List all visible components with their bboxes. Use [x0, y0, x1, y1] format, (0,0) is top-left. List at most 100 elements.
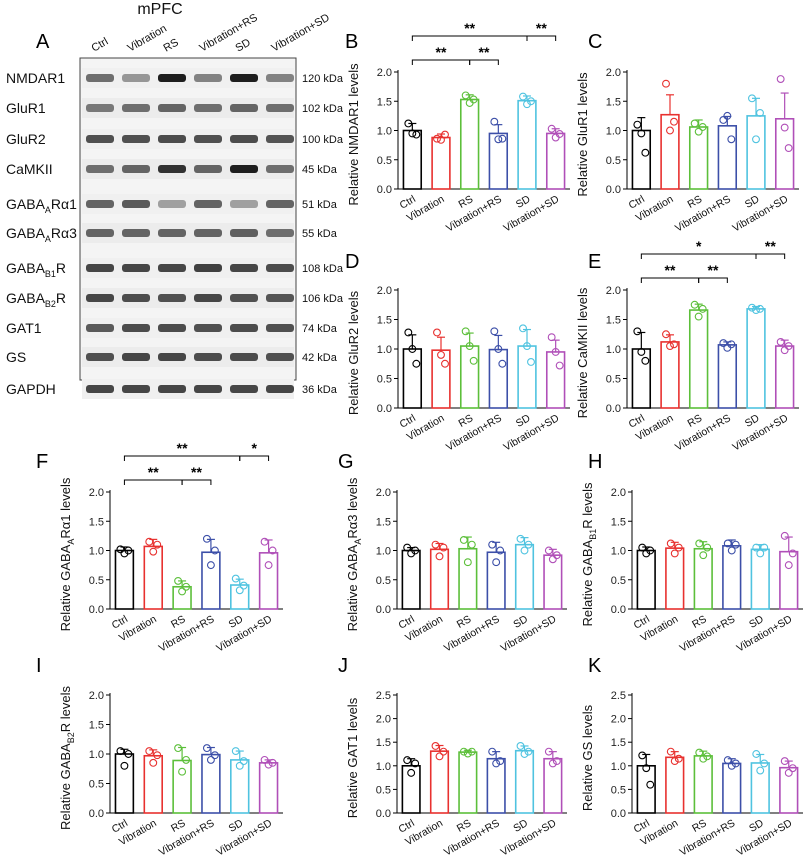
- y-tick-label: 0.0: [89, 604, 104, 616]
- data-point: [524, 747, 533, 756]
- significance-bracket: [640, 277, 700, 283]
- data-point: [178, 767, 187, 776]
- data-point: [439, 543, 448, 552]
- data-point: [703, 543, 712, 552]
- bar: [401, 549, 421, 610]
- x-category-label: Vibration+SD: [735, 613, 795, 655]
- data-point: [752, 135, 760, 144]
- blot-band: [158, 74, 186, 82]
- significance-label: **: [191, 464, 202, 480]
- x-category-label: Vibration+SD: [501, 193, 561, 235]
- data-point: [433, 134, 441, 143]
- data-point: [116, 545, 125, 554]
- data-point: [719, 116, 728, 124]
- blot-band: [266, 200, 294, 208]
- blot-band: [86, 135, 114, 143]
- significance-label: **: [148, 464, 159, 480]
- significance-bracket: [411, 35, 528, 41]
- panel-letter: E: [588, 251, 601, 273]
- data-point: [760, 543, 769, 552]
- data-point: [202, 744, 211, 753]
- y-axis-label: Relative CaMKII levels: [575, 287, 590, 418]
- data-point: [524, 540, 533, 549]
- data-point: [642, 764, 651, 773]
- blot-band: [86, 294, 114, 302]
- panel-letter: J: [338, 655, 348, 677]
- blot-band: [86, 353, 114, 361]
- data-point: [145, 747, 154, 755]
- data-point: [780, 531, 789, 540]
- blot-band: [158, 264, 186, 272]
- data-point: [463, 558, 472, 567]
- y-tick-label: 1.5: [89, 516, 104, 528]
- data-point: [674, 543, 683, 552]
- y-tick-label: 0.0: [611, 604, 626, 616]
- bar: [779, 766, 799, 814]
- data-point: [670, 340, 678, 349]
- blot-band: [158, 165, 186, 173]
- data-point: [552, 757, 561, 766]
- data-point: [784, 144, 793, 153]
- blot-band: [266, 385, 294, 393]
- data-point: [788, 764, 797, 773]
- data-point: [437, 350, 445, 359]
- bar: [431, 136, 451, 190]
- y-tick-label: 2.0: [89, 690, 104, 702]
- blot-kda-label: 45 kDa: [302, 164, 338, 176]
- data-point: [498, 134, 507, 143]
- significance-bracket: [239, 455, 270, 461]
- x-category-label: Vibration+SD: [501, 412, 561, 454]
- significance-label: **: [479, 44, 490, 60]
- blot-kda-label: 100 kDa: [302, 134, 344, 146]
- blot-kda-label: 51 kDa: [302, 199, 338, 211]
- data-point: [551, 348, 560, 356]
- data-point: [490, 327, 499, 336]
- data-point: [496, 546, 505, 555]
- y-tick-label: 0.5: [606, 374, 621, 386]
- x-category-label: Vibration+RS: [673, 193, 733, 234]
- blot-strip: [82, 194, 294, 214]
- blot-strip: [82, 68, 294, 88]
- blot-lane-label: Ctrl: [90, 36, 111, 55]
- data-point: [776, 337, 785, 346]
- blot-band: [266, 353, 294, 361]
- data-point: [459, 747, 468, 756]
- blot-strip: [82, 258, 294, 278]
- data-point: [633, 327, 642, 336]
- significance-bracket: [181, 479, 212, 485]
- bar: [779, 550, 799, 610]
- data-point: [723, 756, 732, 765]
- panel-letter: D: [345, 251, 359, 273]
- blot-band: [194, 229, 222, 237]
- blot-band: [230, 264, 258, 272]
- data-point: [727, 340, 736, 349]
- bar: [717, 125, 738, 190]
- data-point: [555, 130, 564, 138]
- y-tick-label: 1.0: [606, 126, 621, 138]
- data-point: [527, 358, 535, 366]
- bar: [660, 113, 680, 190]
- blot-band: [230, 353, 258, 361]
- x-category-label: Vibration+RS: [678, 613, 738, 654]
- blot-band: [194, 353, 222, 361]
- x-category-label: Vibration+RS: [157, 613, 217, 654]
- y-tick-label: 0.0: [377, 184, 392, 196]
- blot-band: [122, 200, 150, 208]
- y-tick-label: 1.0: [376, 761, 391, 773]
- data-point: [752, 306, 760, 315]
- blot-band: [194, 74, 222, 82]
- blot-band: [86, 200, 114, 208]
- blot-band: [158, 385, 186, 393]
- panel-letter: C: [588, 31, 602, 53]
- significance-label: *: [696, 238, 702, 254]
- data-point: [662, 330, 670, 339]
- blot-protein-label: GABAB2R: [6, 290, 66, 309]
- data-point: [752, 750, 761, 758]
- panel-letter-a: A: [36, 31, 50, 53]
- data-point: [756, 766, 765, 775]
- data-point: [120, 761, 129, 770]
- bar: [114, 549, 135, 610]
- data-point: [239, 757, 248, 766]
- data-point: [544, 546, 553, 555]
